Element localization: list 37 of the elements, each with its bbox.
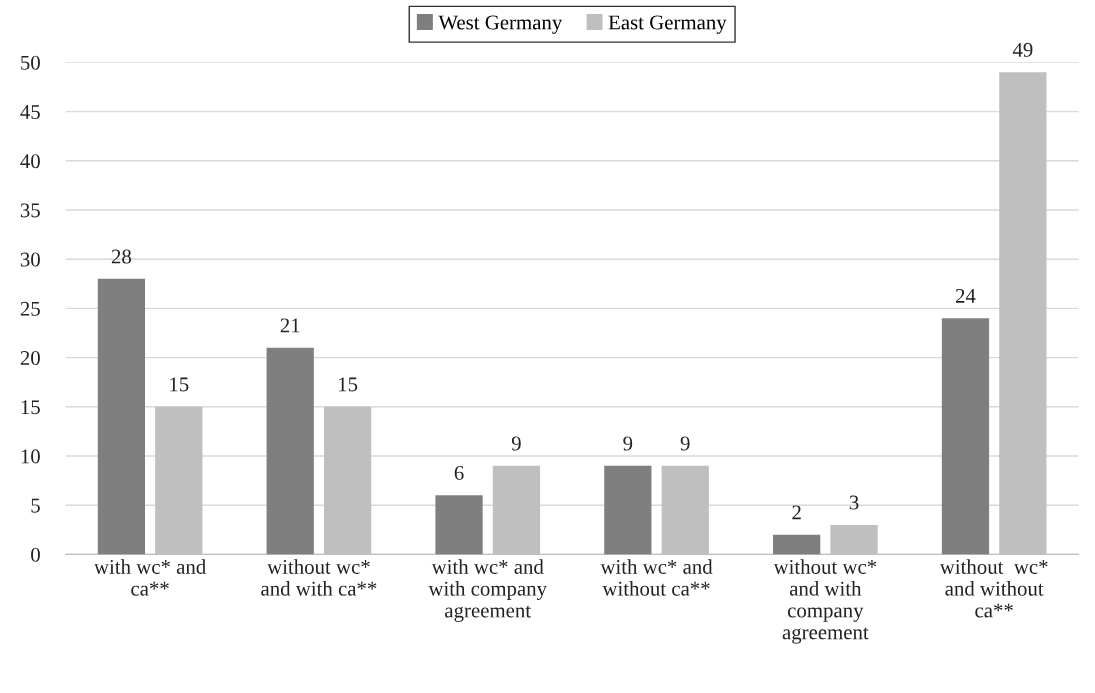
- data-label: 2: [792, 505, 801, 520]
- legend-label: East Germany: [608, 15, 727, 34]
- x-tick-label: without wc* and without ca**: [939, 559, 1048, 618]
- y-tick-label: 5: [31, 498, 40, 513]
- data-label: 15: [170, 377, 189, 392]
- y-tick-label: 25: [20, 301, 40, 316]
- x-tick-label: with wc* and without ca**: [600, 559, 713, 596]
- data-label: 9: [511, 436, 521, 451]
- bar: [435, 495, 483, 555]
- y-tick-label: 45: [20, 105, 40, 120]
- x-tick-label: with wc* and with company agreement: [428, 559, 547, 622]
- y-tick-label: 0: [31, 547, 40, 562]
- data-label: 24: [955, 288, 976, 303]
- x-tick-label: without wc* and with company agreement: [773, 559, 877, 644]
- bar: [773, 534, 821, 555]
- data-label: 21: [280, 318, 300, 333]
- x-tick-label: with wc* and ca**: [94, 559, 206, 596]
- bar: [266, 347, 314, 555]
- x-tick-label: without wc* and with ca**: [261, 559, 377, 596]
- data-label: 6: [454, 466, 464, 481]
- y-tick-label: 15: [21, 400, 40, 415]
- data-label: 28: [111, 249, 132, 264]
- y-tick-label: 30: [20, 252, 40, 267]
- data-label: 49: [1012, 42, 1033, 57]
- y-tick-label: 50: [21, 55, 40, 70]
- bar: [941, 318, 990, 555]
- data-label: 9: [623, 436, 633, 451]
- data-label: 9: [680, 436, 690, 451]
- y-tick-label: 10: [21, 449, 40, 464]
- y-tick-label: 40: [20, 154, 40, 169]
- data-label: 15: [339, 377, 358, 392]
- legend-label: West Germany: [438, 15, 563, 34]
- bar: [604, 465, 652, 555]
- y-tick-label: 35: [20, 203, 40, 218]
- bar: [97, 278, 146, 555]
- data-label: 3: [849, 495, 859, 510]
- y-tick-label: 20: [20, 350, 40, 366]
